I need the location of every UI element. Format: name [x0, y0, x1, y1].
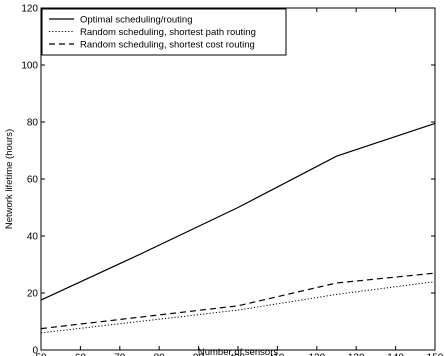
y-tick-label: 40 — [27, 232, 39, 243]
x-tick-label: 90 — [193, 352, 205, 356]
legend-label-2: Random scheduling, shortest path routing — [80, 27, 256, 38]
series-line-2 — [40, 281, 436, 334]
y-tick-label: 20 — [27, 289, 39, 300]
series-layer — [40, 122, 436, 334]
legend-label-3: Random scheduling, shortest cost routing — [80, 40, 255, 51]
x-tick-label: 50 — [35, 352, 47, 356]
y-tick-label: 60 — [27, 175, 39, 186]
y-tick-label: 80 — [27, 118, 39, 129]
x-tick-label: 70 — [114, 352, 126, 356]
legend-label-1: Optimal scheduling/routing — [80, 15, 192, 26]
series-line-1 — [40, 122, 436, 301]
x-axis-label: Number of sensors — [198, 347, 279, 356]
plot-frame — [40, 7, 436, 351]
x-tick-label: t10 — [270, 352, 284, 356]
x-tick-label: t00 — [231, 352, 245, 356]
x-tick-label: 80 — [154, 352, 166, 356]
y-tick-label: 120 — [21, 4, 38, 15]
y-tick-label: 100 — [21, 61, 38, 72]
x-tick-label: 150 — [427, 352, 444, 356]
y-axis-ticks: 0 20 40 60 80 100 120 — [21, 4, 435, 356]
plot-area — [40, 7, 436, 351]
legend-box — [41, 8, 287, 56]
x-tick-label: 140 — [387, 352, 404, 356]
x-tick-label: 130 — [348, 352, 365, 356]
series-line-3 — [40, 272, 436, 330]
x-axis-ticks: 50 60 70 80 90 t00 t10 120 130 140 150 — [35, 8, 444, 356]
x-tick-label: 120 — [308, 352, 325, 356]
y-tick-label: 0 — [32, 346, 38, 356]
y-axis-label: Network lifetime (hours) — [4, 129, 15, 229]
x-tick-label: 60 — [75, 352, 87, 356]
